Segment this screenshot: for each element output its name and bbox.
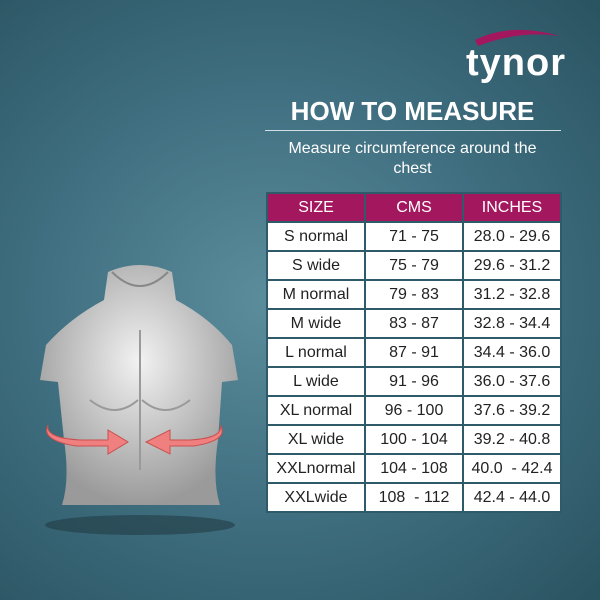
- table-cell: 83 - 87: [364, 308, 464, 339]
- table-cell: 42.4 - 44.0: [462, 482, 562, 513]
- divider: [265, 130, 561, 131]
- table-cell: 31.2 - 32.8: [462, 279, 562, 310]
- table-row: XXLnormal 104 - 108 40.0 - 42.4: [266, 453, 562, 484]
- table-cell: 79 - 83: [364, 279, 464, 310]
- table-cell: 75 - 79: [364, 250, 464, 281]
- table-cell: 40.0 - 42.4: [462, 453, 562, 484]
- table-cell: S wide: [266, 250, 366, 281]
- size-table: SIZE CMS INCHES S normal 71 - 75 28.0 - 29.6…: [266, 192, 562, 513]
- table-cell: 34.4 - 36.0: [462, 337, 562, 368]
- header-row: SIZE CMS INCHES: [266, 192, 562, 223]
- table-row: M wide 83 - 87 32.8 - 34.4: [266, 308, 562, 339]
- table-cell: 71 - 75: [364, 221, 464, 252]
- column-header: SIZE: [266, 192, 366, 223]
- table-body: S normal 71 - 75 28.0 - 29.6 S wide 75 - 79 2…: [266, 221, 562, 513]
- chin: [111, 271, 169, 287]
- table-cell: 36.0 - 37.6: [462, 366, 562, 397]
- table-row: XL normal 96 - 100 37.6 - 39.2: [266, 395, 562, 426]
- column-header: INCHES: [462, 192, 562, 223]
- table-cell: 104 - 108: [364, 453, 464, 484]
- subtitle: Measure circumference around the chest: [288, 140, 537, 177]
- table-cell: XXLwide: [266, 482, 366, 513]
- table-row: S wide 75 - 79 29.6 - 31.2: [266, 250, 562, 281]
- table-cell: L wide: [266, 366, 366, 397]
- muscle-lines: [89, 330, 191, 470]
- table-cell: M normal: [266, 279, 366, 310]
- table-row: XL wide 100 - 104 39.2 - 40.8: [266, 424, 562, 455]
- brand-swoosh: [475, 29, 560, 46]
- table-row: M normal 79 - 83 31.2 - 32.8: [266, 279, 562, 310]
- table-cell: 108 - 112: [364, 482, 464, 513]
- table-cell: XXLnormal: [266, 453, 366, 484]
- arrow-left: [46, 424, 129, 455]
- table-cell: XL normal: [266, 395, 366, 426]
- table-cell: 28.0 - 29.6: [462, 221, 562, 252]
- title: HOW TO MEASURE: [290, 96, 535, 126]
- arrow-right: [144, 424, 223, 455]
- table-cell: L normal: [266, 337, 366, 368]
- brand-logo: tynor: [466, 42, 566, 84]
- shadow: [45, 515, 235, 535]
- table-cell: 96 - 100: [364, 395, 464, 426]
- table-cell: M wide: [266, 308, 366, 339]
- table-cell: XL wide: [266, 424, 366, 455]
- column-header: CMS: [364, 192, 464, 223]
- table-row: S normal 71 - 75 28.0 - 29.6: [266, 221, 562, 252]
- table-cell: 29.6 - 31.2: [462, 250, 562, 281]
- table-row: XXLwide 108 - 112 42.4 - 44.0: [266, 482, 562, 513]
- table-cell: 37.6 - 39.2: [462, 395, 562, 426]
- table-row: L normal 87 - 91 34.4 - 36.0: [266, 337, 562, 368]
- table-cell: 32.8 - 34.4: [462, 308, 562, 339]
- table-cell: 100 - 104: [364, 424, 464, 455]
- table-cell: 87 - 91: [364, 337, 464, 368]
- table-cell: S normal: [266, 221, 366, 252]
- table-cell: 91 - 96: [364, 366, 464, 397]
- table-cell: 39.2 - 40.8: [462, 424, 562, 455]
- table-row: L wide 91 - 96 36.0 - 37.6: [266, 366, 562, 397]
